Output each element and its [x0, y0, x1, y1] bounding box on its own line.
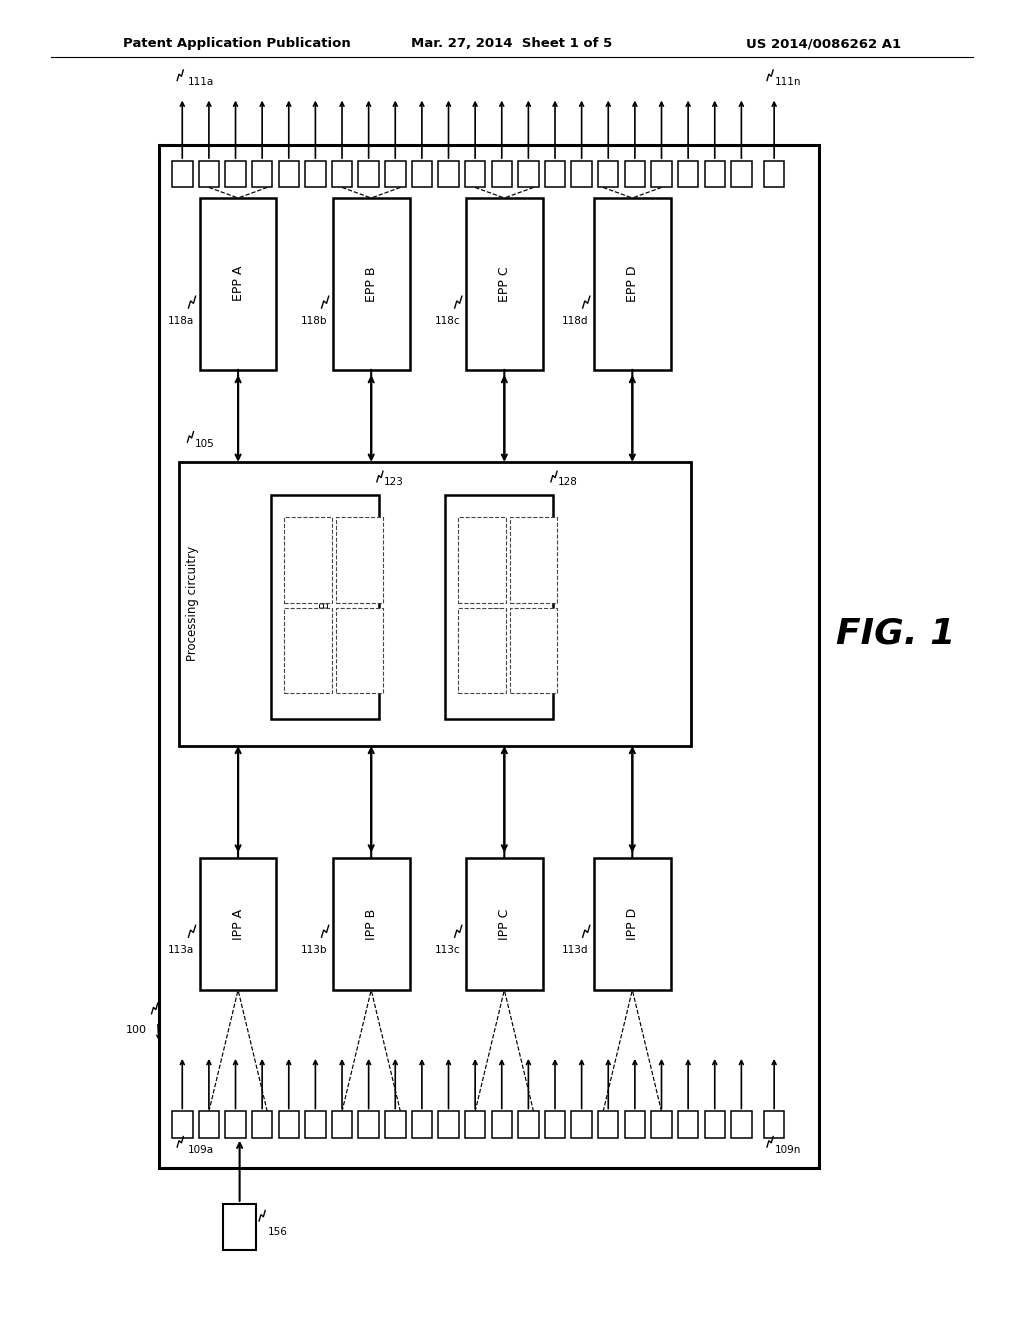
Bar [764, 161, 784, 187]
Bar [332, 161, 352, 187]
Bar [199, 161, 219, 187]
Bar [333, 858, 410, 990]
Bar [705, 161, 725, 187]
Bar [651, 1111, 672, 1138]
Text: FIG. 1: FIG. 1 [837, 616, 955, 651]
Bar [172, 161, 193, 187]
Text: EPP A: EPP A [231, 267, 245, 301]
Bar [510, 609, 557, 693]
Bar [199, 1111, 219, 1138]
Bar [651, 161, 672, 187]
Bar [465, 1111, 485, 1138]
Text: 109n: 109n [775, 1144, 802, 1155]
Text: IPP D: IPP D [626, 908, 639, 940]
Bar [731, 161, 752, 187]
Bar [252, 161, 272, 187]
Text: EPP D: EPP D [626, 265, 639, 302]
Text: US 2014/0086262 A1: US 2014/0086262 A1 [746, 37, 901, 50]
Bar [459, 609, 506, 693]
Text: 105: 105 [195, 438, 214, 449]
Text: 118a: 118a [168, 317, 195, 326]
Bar [279, 1111, 299, 1138]
Bar [225, 161, 246, 187]
Text: Mar. 27, 2014  Sheet 1 of 5: Mar. 27, 2014 Sheet 1 of 5 [412, 37, 612, 50]
Bar [518, 161, 539, 187]
Bar [598, 1111, 618, 1138]
Text: Processing circuitry: Processing circuitry [186, 546, 199, 661]
Bar [545, 1111, 565, 1138]
Text: IPP C: IPP C [498, 908, 511, 940]
Bar [412, 161, 432, 187]
Text: 113d: 113d [562, 945, 589, 956]
Bar [705, 1111, 725, 1138]
Text: 113c: 113c [435, 945, 461, 956]
Bar [625, 161, 645, 187]
Bar [305, 161, 326, 187]
Text: 118b: 118b [301, 317, 328, 326]
Bar [492, 161, 512, 187]
Text: 100: 100 [125, 1024, 146, 1035]
Text: 111a: 111a [187, 77, 214, 87]
Bar [764, 1111, 784, 1138]
Text: Patent Application Publication: Patent Application Publication [123, 37, 350, 50]
Text: 111n: 111n [775, 77, 802, 87]
Text: 113b: 113b [301, 945, 328, 956]
Text: 118d: 118d [562, 317, 589, 326]
Bar [252, 1111, 272, 1138]
Text: 128: 128 [558, 477, 578, 487]
Text: 109a: 109a [187, 1144, 214, 1155]
Text: Control Buffer: Control Buffer [493, 566, 506, 648]
Bar [438, 1111, 459, 1138]
Bar [223, 1204, 256, 1250]
Bar [271, 495, 379, 719]
Bar [492, 1111, 512, 1138]
Bar [305, 1111, 326, 1138]
Bar [678, 1111, 698, 1138]
Bar [333, 198, 410, 370]
Bar [545, 161, 565, 187]
Bar [358, 161, 379, 187]
Bar [678, 161, 698, 187]
Text: IPP A: IPP A [231, 908, 245, 940]
Bar [594, 858, 671, 990]
Bar [594, 198, 671, 370]
Bar [571, 1111, 592, 1138]
Bar [336, 517, 383, 603]
Bar [385, 161, 406, 187]
Bar [200, 198, 276, 370]
Bar [459, 517, 506, 603]
Bar [172, 1111, 193, 1138]
Text: 123: 123 [384, 477, 403, 487]
Bar [279, 161, 299, 187]
Bar [385, 1111, 406, 1138]
Bar [466, 858, 543, 990]
Bar [466, 198, 543, 370]
Bar [225, 1111, 246, 1138]
Text: 118c: 118c [435, 317, 461, 326]
Text: EPP B: EPP B [365, 267, 378, 301]
Bar [731, 1111, 752, 1138]
Bar [332, 1111, 352, 1138]
Bar [285, 609, 332, 693]
Bar [412, 1111, 432, 1138]
Bar [285, 517, 332, 603]
Text: EPP C: EPP C [498, 267, 511, 301]
Bar [200, 858, 276, 990]
Text: 113a: 113a [168, 945, 195, 956]
Text: 156: 156 [268, 1226, 288, 1237]
Text: IPP B: IPP B [365, 908, 378, 940]
Bar [358, 1111, 379, 1138]
Bar [598, 161, 618, 187]
Bar [465, 161, 485, 187]
Bar [518, 1111, 539, 1138]
Bar [438, 161, 459, 187]
Bar [445, 495, 553, 719]
Bar [625, 1111, 645, 1138]
Bar [159, 145, 819, 1168]
Bar [571, 161, 592, 187]
Bar [179, 462, 691, 746]
Bar [510, 517, 557, 603]
Bar [336, 609, 383, 693]
Text: Data Buffer: Data Buffer [318, 573, 332, 642]
